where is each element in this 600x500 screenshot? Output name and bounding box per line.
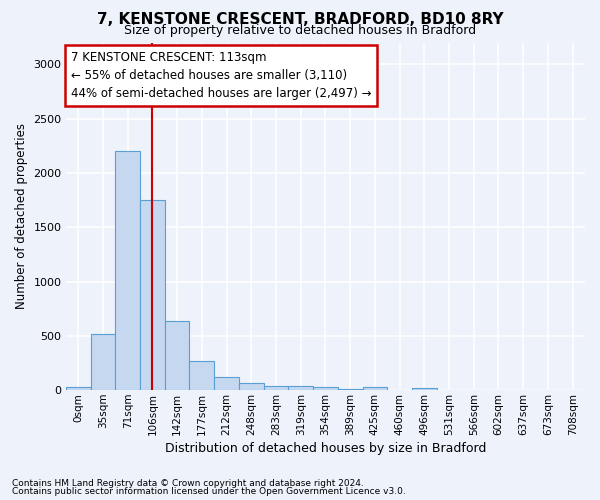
Bar (214, 376, 239, 390)
Text: Contains HM Land Registry data © Crown copyright and database right 2024.: Contains HM Land Registry data © Crown c… (12, 478, 364, 488)
Bar (263, 386, 289, 390)
Y-axis label: Number of detached properties: Number of detached properties (15, 124, 28, 310)
Bar (412, 388, 437, 390)
Text: 7 KENSTONE CRESCENT: 113sqm
← 55% of detached houses are smaller (3,110)
44% of : 7 KENSTONE CRESCENT: 113sqm ← 55% of det… (71, 51, 371, 100)
Bar (165, 321, 190, 390)
Bar (239, 382, 263, 390)
Bar (140, 200, 165, 390)
X-axis label: Distribution of detached houses by size in Bradford: Distribution of detached houses by size … (165, 442, 486, 455)
Text: 7, KENSTONE CRESCENT, BRADFORD, BD10 8RY: 7, KENSTONE CRESCENT, BRADFORD, BD10 8RY (97, 12, 503, 28)
Bar (66, 387, 91, 390)
Bar (313, 387, 338, 390)
Bar (91, 334, 115, 390)
Bar (115, 151, 140, 390)
Bar (190, 361, 214, 390)
Text: Size of property relative to detached houses in Bradford: Size of property relative to detached ho… (124, 24, 476, 37)
Text: Contains public sector information licensed under the Open Government Licence v3: Contains public sector information licen… (12, 487, 406, 496)
Bar (289, 386, 313, 390)
Bar (362, 388, 387, 390)
